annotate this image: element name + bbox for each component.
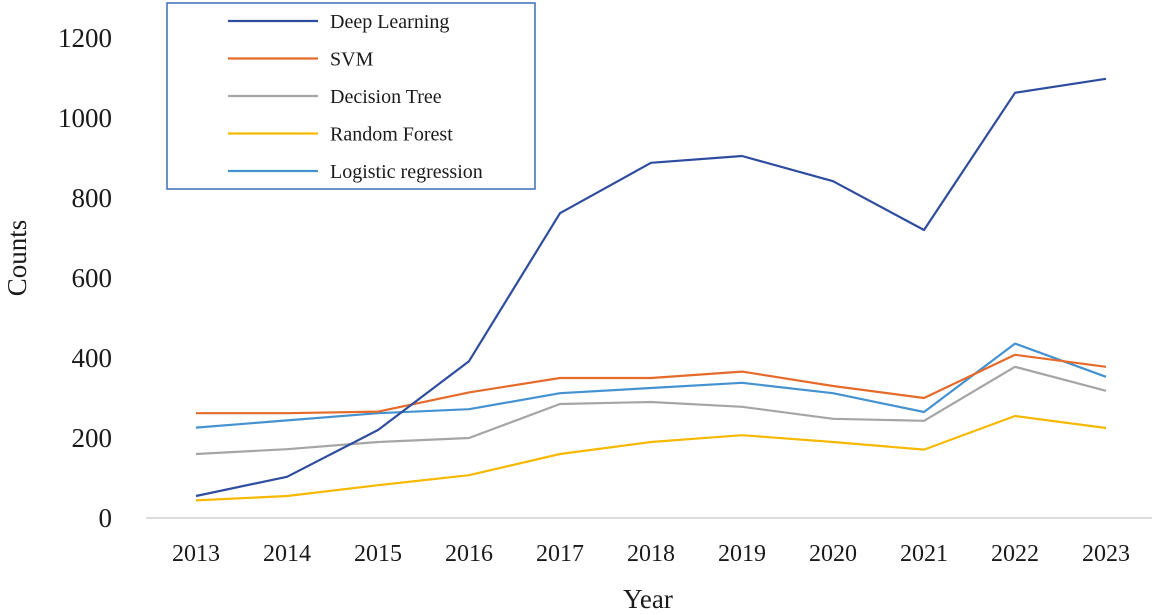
x-tick-label: 2021 bbox=[900, 541, 948, 567]
x-tick-label: 2020 bbox=[809, 541, 857, 567]
legend: Deep Learning SVM Decision Tree Random Fore… bbox=[166, 2, 536, 190]
y-tick-label: 600 bbox=[72, 263, 113, 293]
y-axis-ticks: 0 200 400 600 800 1000 1200 bbox=[58, 23, 112, 533]
series-lines bbox=[195, 77, 1107, 502]
x-tick-label: 2022 bbox=[991, 541, 1039, 567]
y-tick-label: 1000 bbox=[58, 103, 112, 133]
y-tick-label: 800 bbox=[72, 183, 113, 213]
series-line-logistic-regression bbox=[195, 342, 1107, 429]
x-tick-label: 2016 bbox=[445, 541, 493, 567]
legend-label: Logistic regression bbox=[330, 161, 483, 183]
x-tick-label: 2015 bbox=[354, 541, 402, 567]
legend-label: Decision Tree bbox=[330, 86, 442, 108]
legend-items: Deep Learning SVM Decision Tree Random Fore… bbox=[228, 11, 483, 183]
x-tick-label: 2019 bbox=[718, 541, 766, 567]
y-tick-label: 1200 bbox=[58, 23, 112, 53]
x-tick-label: 2017 bbox=[536, 541, 584, 567]
y-tick-label: 400 bbox=[72, 343, 113, 373]
legend-label: Random Forest bbox=[330, 124, 453, 146]
y-tick-label: 200 bbox=[72, 423, 113, 453]
legend-label: Deep Learning bbox=[330, 11, 449, 33]
series-line-svm bbox=[196, 353, 1107, 415]
x-tick-label: 2023 bbox=[1082, 541, 1130, 567]
x-tick-label: 2013 bbox=[172, 541, 220, 567]
series-line-random-forest bbox=[195, 414, 1107, 502]
y-tick-label: 0 bbox=[99, 503, 113, 533]
legend-label: SVM bbox=[330, 49, 374, 71]
x-tick-label: 2018 bbox=[627, 541, 675, 567]
y-axis-title: Counts bbox=[2, 220, 32, 297]
x-tick-label: 2014 bbox=[263, 541, 311, 567]
x-axis-ticks: 2013 2014 2015 2016 2017 2018 2019 2020 2021 2022… bbox=[172, 541, 1130, 567]
series-line-deep-learning bbox=[195, 77, 1107, 498]
x-axis-title: Year bbox=[623, 584, 673, 614]
